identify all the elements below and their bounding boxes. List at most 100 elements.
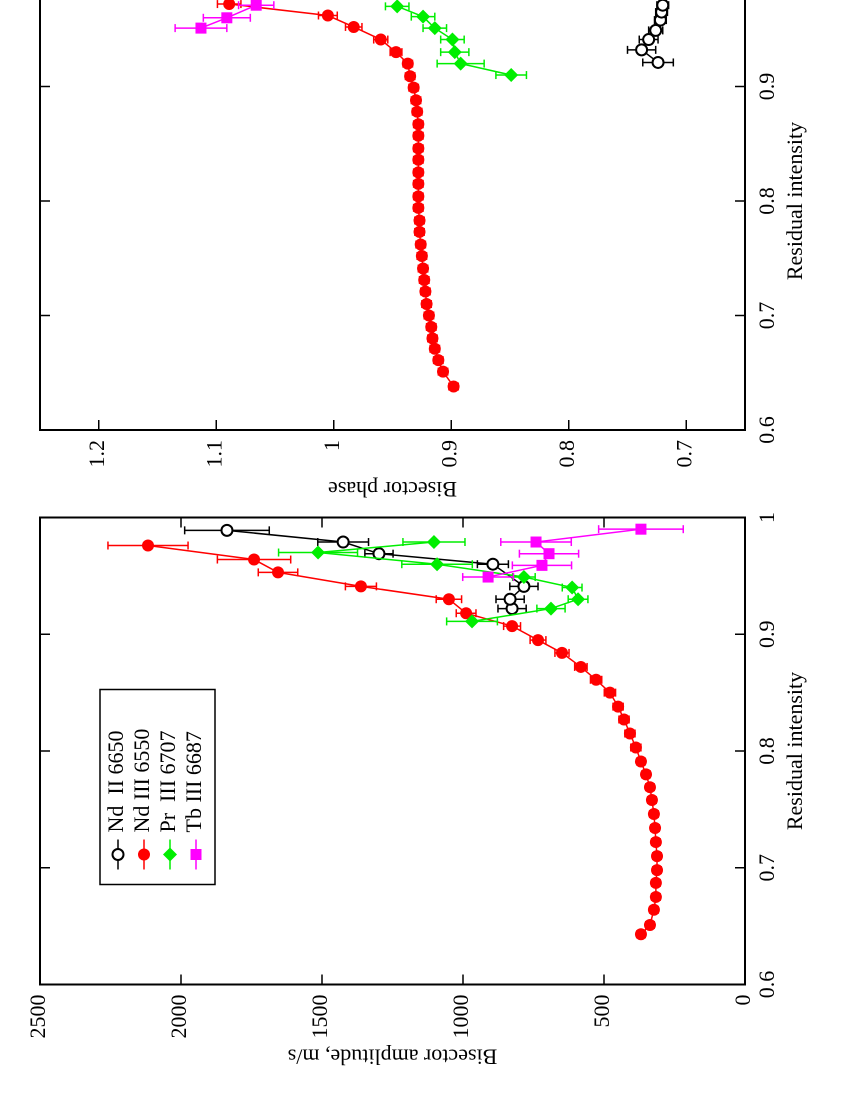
point [651, 850, 664, 863]
legend: Nd II 6650 Nd III 6550 Pr III 6707 Tb III 6… [99, 688, 216, 886]
point [623, 727, 636, 740]
point [417, 262, 430, 275]
series [107, 539, 664, 941]
point [426, 332, 439, 345]
point [565, 580, 580, 595]
y-tick-label: 500 [589, 995, 614, 1028]
x-tick-label: 1 [754, 512, 779, 523]
point [419, 285, 432, 298]
point [590, 673, 603, 686]
y-tick-label: 0.9 [436, 440, 461, 468]
x-tick-label: 0.7 [754, 854, 779, 882]
point [418, 274, 431, 287]
point [221, 12, 233, 24]
point [647, 808, 660, 821]
legend-label: Pr III 6707 [155, 730, 180, 832]
x-tick-label: 0.6 [754, 971, 779, 999]
point [651, 864, 664, 877]
point [427, 21, 442, 36]
point [635, 43, 649, 57]
legend-box [99, 688, 216, 886]
point [634, 755, 647, 768]
series [216, 0, 460, 393]
point [543, 548, 555, 560]
point [413, 214, 426, 227]
point [649, 836, 662, 849]
point [412, 153, 425, 166]
point [412, 129, 425, 142]
point [142, 539, 155, 552]
point [643, 918, 656, 931]
point [412, 201, 425, 214]
point [336, 535, 350, 549]
x-tick-label: 0.8 [754, 737, 779, 765]
point [647, 903, 660, 916]
point [643, 781, 656, 794]
y-axis-label: Bisector amplitude, m/s [288, 1044, 498, 1069]
point [321, 9, 334, 22]
series [461, 523, 684, 583]
point [532, 634, 545, 647]
point [603, 686, 616, 699]
point [410, 94, 422, 107]
point [425, 320, 438, 333]
point [250, 0, 262, 11]
point [422, 309, 435, 322]
point [390, 0, 405, 14]
y-tick-label: 2500 [25, 995, 50, 1039]
point [649, 890, 662, 903]
point [420, 298, 433, 311]
point [248, 553, 261, 566]
point [411, 105, 424, 118]
point [612, 700, 625, 713]
point [447, 45, 462, 60]
point [390, 46, 403, 59]
point [412, 190, 425, 203]
point [571, 592, 586, 607]
point [401, 57, 414, 70]
point [447, 380, 460, 393]
series-line [147, 544, 658, 935]
point [426, 535, 441, 550]
point [432, 354, 445, 367]
legend-label: Nd III 6550 [129, 729, 154, 833]
series [183, 523, 539, 616]
y-axis-label: Bisector phase [328, 477, 457, 502]
point [516, 570, 531, 585]
point [634, 928, 647, 941]
point [430, 557, 445, 572]
point [412, 177, 425, 190]
plot-frame [39, 0, 746, 431]
point [629, 741, 642, 754]
point [555, 646, 568, 659]
point [442, 593, 455, 606]
point [223, 0, 236, 11]
series [174, 0, 275, 34]
y-tick-label: 0.8 [554, 440, 579, 468]
point [574, 660, 587, 673]
legend-label: Nd II 6650 [103, 730, 128, 832]
point [374, 33, 387, 46]
y-tick-label: 1.1 [201, 440, 226, 468]
point [413, 225, 426, 238]
point [347, 20, 360, 33]
x-tick-label: 0.8 [754, 187, 779, 215]
figure-rotated: 0.6 0.7 0.8 0.9 1 0 500 1000 1500 2000 2500 Residua… [25, 0, 807, 1069]
point [453, 56, 468, 71]
point [354, 580, 367, 593]
point [506, 620, 519, 633]
point [642, 33, 656, 47]
point [645, 794, 658, 807]
point [618, 713, 631, 726]
point [536, 559, 548, 571]
legend-marker [190, 849, 202, 860]
point [543, 601, 558, 616]
point [503, 592, 517, 606]
legend-marker [163, 847, 177, 862]
point [460, 607, 473, 620]
x-tick-label: 0.9 [754, 73, 779, 101]
point [412, 142, 425, 155]
point [504, 68, 519, 83]
